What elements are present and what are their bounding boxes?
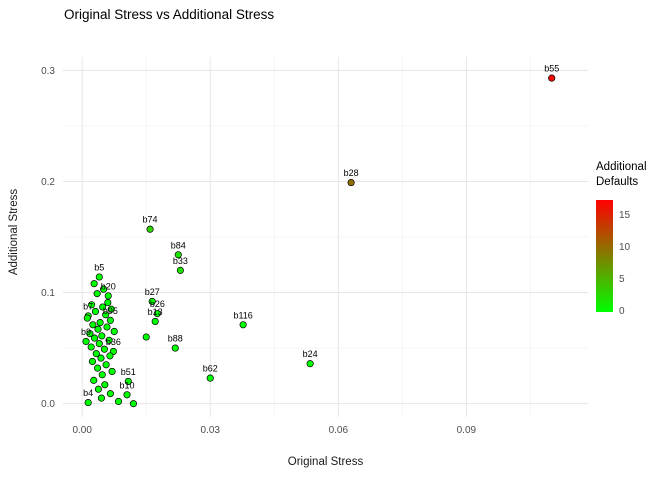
point-label: b51: [121, 367, 136, 377]
data-point: [110, 327, 118, 335]
data-point: [206, 374, 214, 382]
point-label: b27: [145, 287, 160, 297]
data-point: [153, 310, 161, 318]
chart-title: Original Stress vs Additional Stress: [64, 7, 275, 22]
data-point: [151, 317, 159, 325]
x-tick-label: 0.09: [457, 425, 477, 436]
point-label: b36: [106, 337, 121, 347]
data-point: [104, 292, 112, 300]
data-point: [105, 336, 113, 344]
point-label: b116: [233, 310, 252, 320]
data-point: [146, 225, 154, 233]
data-point: [94, 364, 102, 372]
data-point: [83, 314, 91, 322]
y-tick-label: 0.3: [41, 66, 55, 77]
data-point: [84, 399, 92, 407]
data-point: [148, 297, 156, 305]
point-label: b9: [81, 327, 91, 337]
legend-tick-labels: 0 5 10 15: [596, 200, 672, 317]
point-label: b33: [173, 256, 188, 266]
data-point: [95, 340, 103, 348]
point-label: b13: [148, 307, 163, 317]
x-axis-label: Original Stress: [287, 456, 364, 468]
data-point: [306, 360, 314, 368]
data-point: [239, 321, 247, 329]
point-label: b74: [143, 215, 158, 225]
data-point: [347, 179, 355, 187]
data-point: [104, 299, 112, 307]
data-point: [100, 345, 108, 353]
point-label: b84: [171, 240, 186, 250]
data-point: [108, 367, 116, 375]
legend-tick-label: 5: [619, 273, 625, 285]
point-label: b4: [83, 388, 93, 398]
point-label: b24: [303, 349, 318, 359]
data-point: [97, 394, 105, 402]
data-point: [90, 280, 98, 288]
x-tick-label: 0.00: [72, 425, 92, 436]
data-point: [107, 305, 115, 313]
data-point: [114, 397, 123, 405]
data-point: [102, 361, 110, 369]
data-point: [101, 381, 109, 389]
data-point: [87, 343, 95, 351]
data-point: [91, 307, 99, 315]
data-point: [98, 371, 106, 379]
point-label: b28: [344, 168, 359, 178]
data-point: [99, 303, 107, 311]
data-point: [176, 266, 184, 274]
data-point: [123, 391, 131, 399]
data-point: [174, 251, 182, 259]
data-point: [171, 344, 179, 352]
data-point: [99, 285, 108, 293]
legend-tick-label: 0: [619, 305, 625, 317]
data-point: [93, 290, 101, 298]
y-tick-label: 0.2: [41, 177, 55, 188]
data-point: [142, 333, 150, 341]
x-tick-label: 0.06: [329, 425, 349, 436]
data-point: [91, 334, 99, 342]
data-point: [90, 376, 98, 384]
data-point: [548, 74, 556, 82]
data-point: [124, 377, 132, 385]
data-point: [103, 323, 111, 331]
point-label: b10: [120, 380, 135, 390]
data-point: [88, 357, 97, 365]
data-point: [94, 325, 102, 333]
data-point: [96, 319, 104, 327]
data-point: [106, 316, 114, 324]
data-point: [95, 273, 103, 281]
y-tick-label: 0.1: [41, 288, 55, 299]
point-label: b95: [103, 306, 118, 316]
data-point: [92, 350, 100, 358]
point-label: b5: [94, 263, 104, 273]
data-point: [98, 332, 106, 340]
point-label: b7: [83, 301, 93, 311]
legend-colorbar: [596, 199, 613, 312]
data-point: [89, 321, 97, 329]
legend: Additional Defaults 0 5 10 15: [596, 160, 672, 317]
data-point: [82, 337, 90, 345]
point-label: b55: [544, 64, 559, 74]
point-label: b62: [203, 364, 218, 374]
data-point: [106, 352, 114, 360]
point-label: b20: [101, 281, 116, 291]
data-point: [129, 400, 137, 408]
legend-bar-row: 0 5 10 15: [596, 199, 672, 317]
data-point: [94, 385, 102, 393]
data-point: [86, 330, 94, 338]
legend-title: Additional Defaults: [596, 161, 647, 188]
data-point: [88, 301, 96, 309]
y-tick-label: 0.0: [41, 399, 55, 410]
x-tick-label: 0.03: [201, 425, 221, 436]
data-point: [102, 311, 110, 319]
point-label: b26: [150, 299, 165, 309]
point-label: b88: [168, 334, 183, 344]
legend-tick-label: 10: [619, 241, 631, 253]
data-point: [106, 390, 114, 398]
data-point: [97, 354, 105, 362]
legend-tick-label: 15: [619, 209, 631, 221]
